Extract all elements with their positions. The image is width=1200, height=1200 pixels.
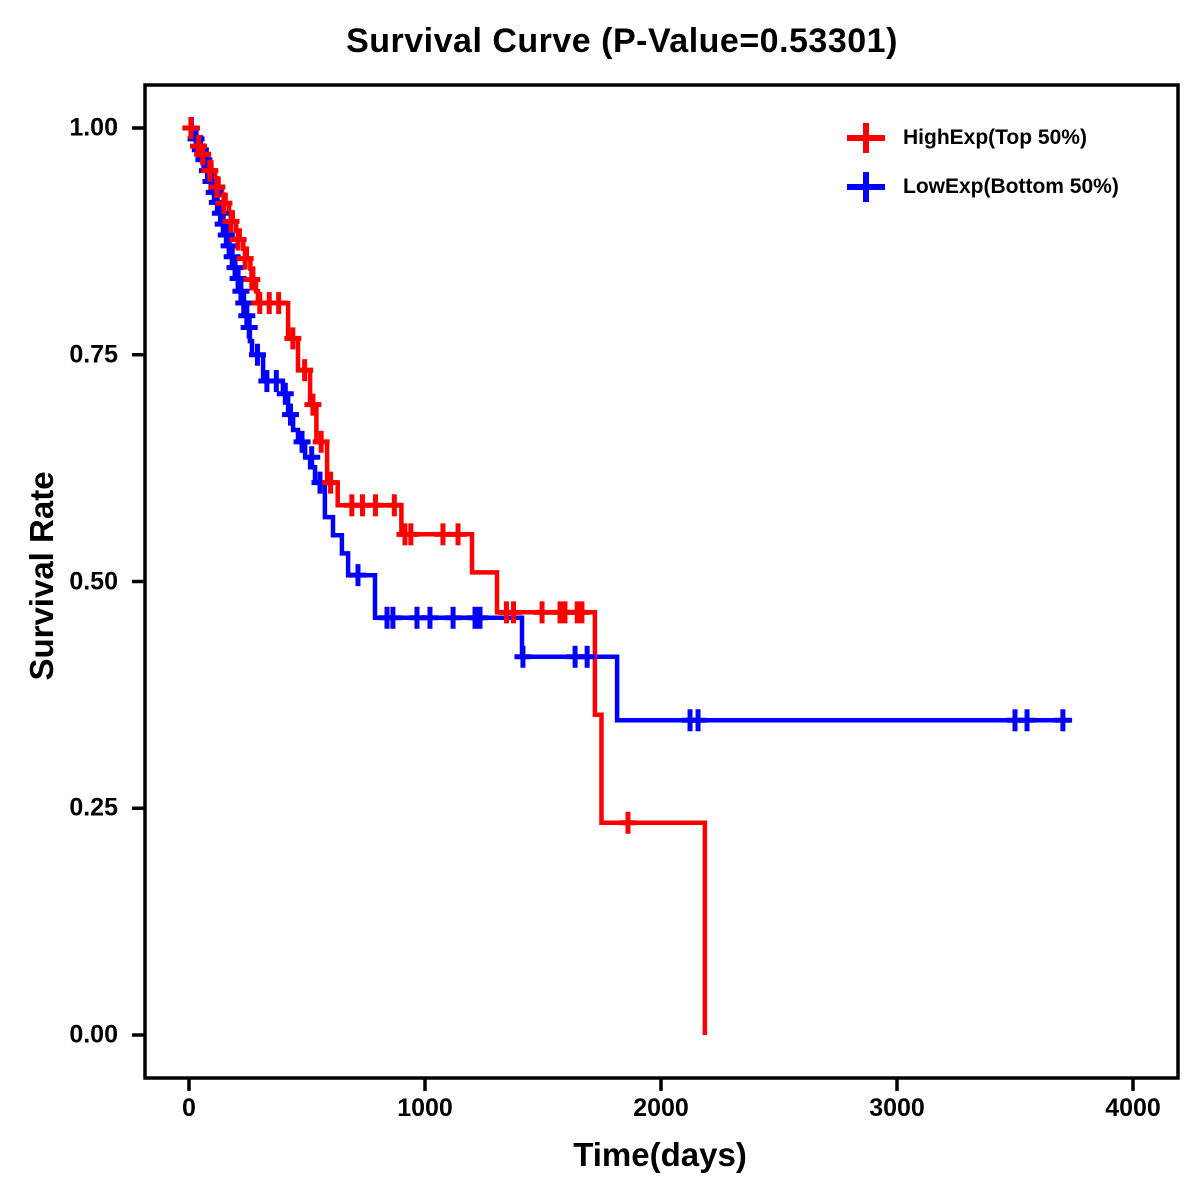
y-tick-label-0.50: 0.50 <box>69 567 118 595</box>
legend-entry-highexp: HighExp(Top 50%) <box>843 115 1119 161</box>
censor-plus-icon-blue <box>847 172 885 202</box>
chart-title: Survival Curve (P-Value=0.53301) <box>346 22 898 60</box>
x-tick-label-4000: 4000 <box>1105 1094 1161 1122</box>
x-tick-label-3000: 3000 <box>869 1094 925 1122</box>
x-tick-label-0: 0 <box>182 1094 196 1122</box>
legend-label-highexp: HighExp(Top 50%) <box>903 126 1087 149</box>
legend-label-lowexp: LowExp(Bottom 50%) <box>903 175 1119 198</box>
legend-entry-lowexp: LowExp(Bottom 50%) <box>843 164 1119 210</box>
y-tick-label-0.75: 0.75 <box>69 340 118 369</box>
y-tick-label-1.00: 1.00 <box>69 113 118 142</box>
legend: HighExp(Top 50%) LowExp(Bottom 50%) <box>843 115 1119 210</box>
x-tick-label-1000: 1000 <box>397 1094 453 1122</box>
censor-plus-icon-red <box>847 123 885 153</box>
y-tick-label-0.00: 0.00 <box>69 1020 118 1049</box>
plot-border <box>143 83 1180 1080</box>
y-tick-label-0.25: 0.25 <box>69 793 118 822</box>
x-axis-title: Time(days) <box>573 1136 747 1173</box>
survival-curve-highexp-top-50 <box>189 125 708 1035</box>
survival-curve-lowexp-bottom-50 <box>189 125 1073 723</box>
x-tick-label-2000: 2000 <box>633 1094 689 1122</box>
